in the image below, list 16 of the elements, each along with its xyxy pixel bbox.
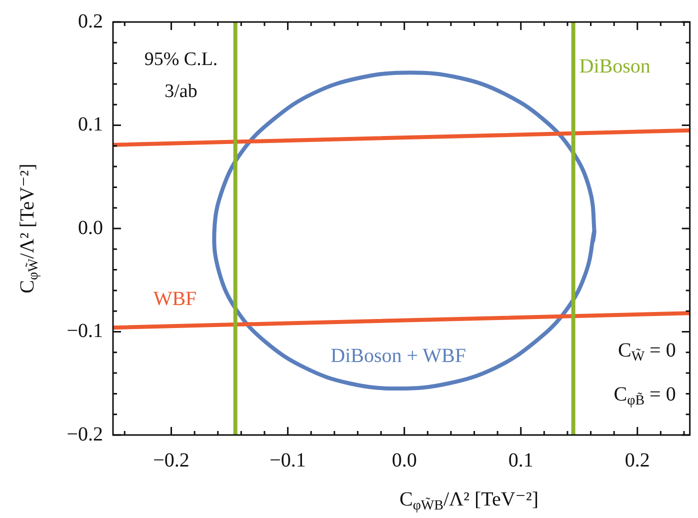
x-tick-label: 0.1 <box>508 449 534 472</box>
x-tick-label: 0.0 <box>392 449 417 472</box>
x-tick-label: −0.2 <box>153 449 190 472</box>
annotation: 3/ab <box>164 80 198 102</box>
y-axis-title: CφW̃/Λ² [TeV⁻²] <box>16 164 42 294</box>
x-tick-label: −0.1 <box>270 449 306 472</box>
y-tick-label: 0.0 <box>78 216 103 239</box>
y-tick-label: −0.1 <box>66 320 103 342</box>
ref-line-label: DiBoson <box>579 55 650 78</box>
annotation: 95% C.L. <box>144 48 218 70</box>
y-tick-label: 0.1 <box>78 114 103 136</box>
series-label: DiBoson + WBF <box>330 344 466 367</box>
series-label: WBF <box>153 288 197 310</box>
y-tick-label: 0.2 <box>78 10 103 32</box>
y-tick-label: −0.2 <box>66 423 103 446</box>
x-tick-label: 0.2 <box>624 449 650 472</box>
